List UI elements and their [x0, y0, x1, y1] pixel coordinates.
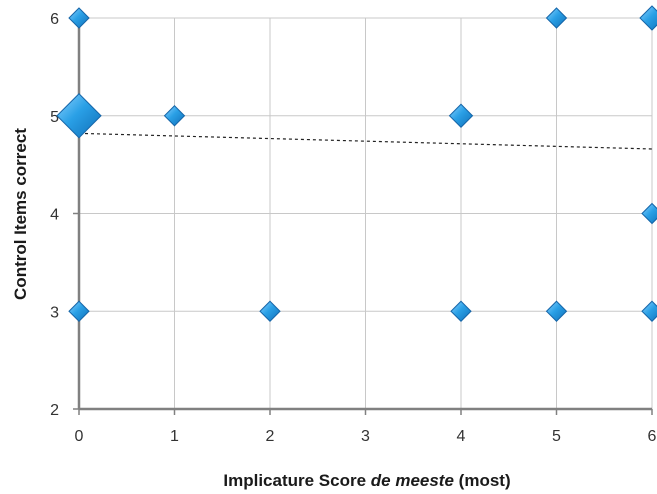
y-axis-title: Control Items correct — [11, 128, 30, 300]
data-point — [639, 5, 657, 31]
data-point — [450, 300, 472, 322]
data-point — [259, 300, 281, 322]
x-tick-label: 2 — [266, 428, 275, 445]
y-tick-label: 5 — [50, 109, 59, 126]
data-point — [68, 7, 90, 29]
y-tick-label: 3 — [50, 304, 59, 321]
data-point — [641, 202, 657, 225]
data-point — [56, 93, 102, 139]
data-points — [56, 5, 657, 322]
x-tick-label: 3 — [361, 428, 370, 445]
x-tick-label: 4 — [457, 428, 466, 445]
y-tick-label: 6 — [50, 11, 59, 28]
data-point — [448, 103, 474, 128]
data-point — [545, 7, 568, 29]
data-point — [641, 300, 657, 322]
y-tick-label: 4 — [50, 207, 59, 224]
x-tick-label: 5 — [552, 428, 561, 445]
x-tick-label: 0 — [75, 428, 84, 445]
x-axis-title: Implicature Score de meeste (most) — [223, 471, 510, 490]
x-tick-label: 1 — [170, 428, 179, 445]
y-tick-label: 2 — [50, 402, 59, 419]
tick-labels: 0 1 2 3 4 5 6 2 3 4 5 6 — [50, 11, 656, 445]
grid-lines — [79, 17, 653, 409]
x-tick-label: 6 — [648, 428, 657, 445]
data-point — [68, 300, 90, 322]
data-point — [545, 300, 568, 322]
data-point — [163, 105, 186, 127]
